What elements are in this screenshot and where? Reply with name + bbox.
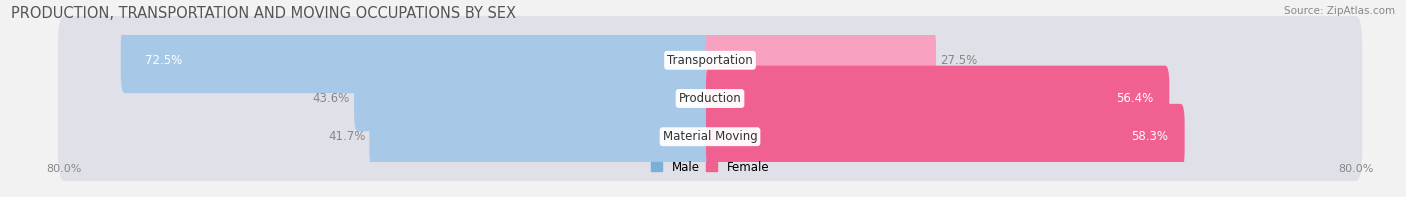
FancyBboxPatch shape bbox=[58, 54, 1362, 143]
Text: Production: Production bbox=[679, 92, 741, 105]
FancyBboxPatch shape bbox=[706, 27, 936, 93]
Text: PRODUCTION, TRANSPORTATION AND MOVING OCCUPATIONS BY SEX: PRODUCTION, TRANSPORTATION AND MOVING OC… bbox=[11, 6, 516, 21]
Text: 41.7%: 41.7% bbox=[328, 130, 366, 143]
Legend: Male, Female: Male, Female bbox=[645, 156, 775, 178]
FancyBboxPatch shape bbox=[706, 104, 1185, 170]
Text: 58.3%: 58.3% bbox=[1132, 130, 1168, 143]
FancyBboxPatch shape bbox=[370, 104, 714, 170]
FancyBboxPatch shape bbox=[706, 66, 1170, 131]
Text: 43.6%: 43.6% bbox=[312, 92, 350, 105]
Text: Source: ZipAtlas.com: Source: ZipAtlas.com bbox=[1284, 6, 1395, 16]
FancyBboxPatch shape bbox=[354, 66, 714, 131]
FancyBboxPatch shape bbox=[121, 27, 714, 93]
FancyBboxPatch shape bbox=[58, 16, 1362, 105]
Text: 72.5%: 72.5% bbox=[145, 54, 183, 67]
Text: 27.5%: 27.5% bbox=[941, 54, 977, 67]
FancyBboxPatch shape bbox=[58, 92, 1362, 181]
Text: Material Moving: Material Moving bbox=[662, 130, 758, 143]
Text: Transportation: Transportation bbox=[668, 54, 752, 67]
Text: 56.4%: 56.4% bbox=[1116, 92, 1153, 105]
